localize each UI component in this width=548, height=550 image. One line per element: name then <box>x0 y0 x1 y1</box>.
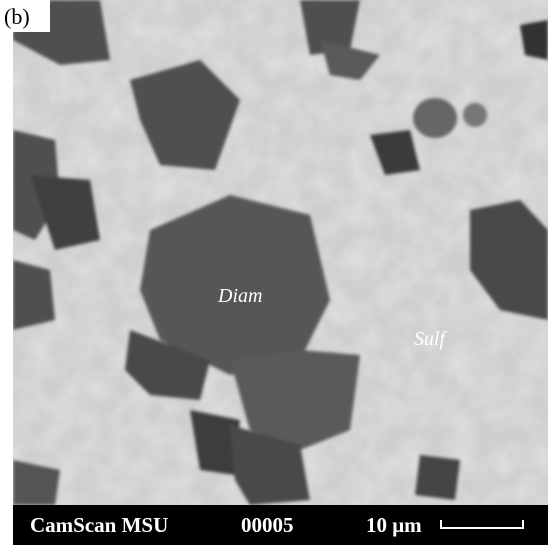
page: (b) Diam Sulf CamScan MSU 00005 10 μm ((… <box>0 0 548 550</box>
micrograph <box>13 0 548 505</box>
annotation: Sulf <box>414 328 448 350</box>
left-margin <box>0 0 13 550</box>
panel-label: (b) <box>4 4 30 29</box>
micrograph-figure: (b) Diam Sulf CamScan MSU 00005 10 μm <box>0 0 548 550</box>
image-number: 00005 <box>241 513 294 537</box>
instrument-name: CamScan MSU <box>30 513 168 537</box>
annotation: Diam <box>217 285 262 307</box>
scale-label: 10 μm <box>366 513 422 537</box>
